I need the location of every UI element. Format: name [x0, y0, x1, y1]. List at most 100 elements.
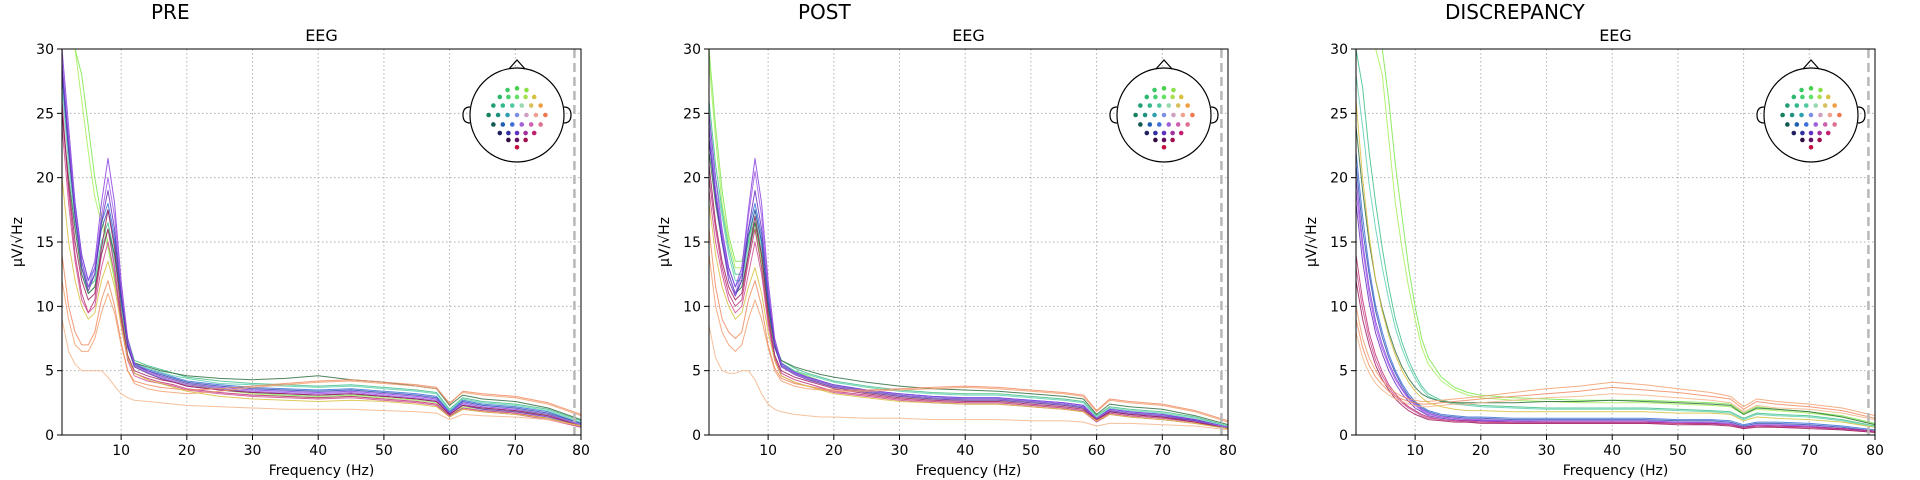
electrode-dot — [495, 112, 501, 118]
electrode-dot — [1808, 112, 1814, 118]
y-tick-label: 0 — [692, 428, 701, 444]
x-axis-label: Frequency (Hz) — [1563, 463, 1669, 479]
electrode-dot — [505, 87, 510, 93]
electrode-dot — [506, 137, 511, 143]
electrode-dot — [1147, 103, 1153, 108]
series-line-anterior-orange — [709, 325, 1228, 431]
electrode-dot — [1190, 112, 1195, 118]
y-tick-label: 25 — [36, 106, 54, 122]
head-right-ear-icon — [563, 106, 572, 124]
electrode-dot — [1780, 112, 1785, 118]
series-line-lateral-yellow — [62, 177, 581, 427]
x-tick-label: 40 — [1603, 443, 1621, 459]
electrode-dot — [1152, 112, 1157, 118]
electrode-dot — [1170, 130, 1175, 136]
sensor-head-map — [462, 59, 572, 163]
electrode-dot — [1808, 86, 1814, 91]
x-tick-label: 30 — [1538, 443, 1556, 459]
electrode-dot — [523, 137, 528, 143]
electrode-dot — [486, 112, 491, 118]
series-line-central-teal — [709, 100, 1228, 427]
electrode-dot — [528, 122, 534, 127]
series-line-temporal-magenta — [709, 190, 1228, 430]
series-line-anterior-orange — [1356, 331, 1875, 421]
x-tick-label: 70 — [506, 443, 524, 459]
series-line-anterior-orange — [62, 254, 581, 415]
electrode-dot — [1185, 122, 1190, 127]
x-tick-label: 60 — [1088, 443, 1106, 459]
series-line-temporal-magenta — [62, 113, 581, 427]
electrode-dot — [1803, 122, 1809, 127]
electrode-dot — [519, 103, 525, 108]
y-tick-label: 5 — [1339, 364, 1348, 380]
series-line-temporal-magenta — [709, 164, 1228, 430]
electrode-dot — [1837, 112, 1842, 118]
electrode-dot — [506, 130, 511, 136]
x-tick-label: 50 — [1022, 443, 1040, 459]
series-group — [62, 49, 581, 428]
y-axis-label: µV/√Hz — [1304, 217, 1320, 267]
series-line-anterior-orange — [1356, 306, 1875, 417]
electrode-dot — [1813, 122, 1819, 127]
electrode-dot — [524, 112, 529, 118]
electrode-dot — [538, 122, 543, 127]
electrode-dot — [538, 103, 543, 108]
electrode-dot — [1825, 130, 1831, 136]
series-line-anterior-orange — [1356, 319, 1875, 419]
series-line-anterior-orange — [62, 280, 581, 417]
electrode-dot — [1813, 103, 1819, 108]
y-tick-label: 10 — [1330, 299, 1348, 315]
head-nose-icon — [1801, 59, 1821, 71]
electrode-dot — [505, 112, 510, 118]
y-tick-label: 20 — [1330, 171, 1348, 187]
x-tick-label: 70 — [1800, 443, 1818, 459]
x-axis-label: Frequency (Hz) — [916, 463, 1022, 479]
series-group — [709, 49, 1228, 431]
electrode-dot — [1166, 122, 1172, 127]
electrode-dot — [1138, 103, 1143, 108]
electrode-dot — [1791, 130, 1797, 136]
series-line-parietal-blue — [1356, 151, 1875, 431]
series-line-temporal-magenta — [709, 177, 1228, 430]
y-tick-label: 10 — [683, 299, 701, 315]
electrode-dot — [497, 130, 503, 136]
series-line-occipital-purple — [1356, 177, 1875, 432]
electrode-dot — [1818, 112, 1823, 118]
electrode-dot — [514, 130, 520, 136]
electrode-dot — [531, 94, 537, 100]
electrode-dot — [528, 103, 534, 108]
series-group — [1356, 49, 1875, 433]
electrode-dot — [500, 103, 506, 108]
head-left-ear-icon — [1109, 106, 1118, 124]
x-tick-label: 50 — [375, 443, 393, 459]
head-left-ear-icon — [462, 106, 471, 124]
electrode-dot — [1144, 130, 1150, 136]
series-line-anterior-orange — [709, 229, 1228, 422]
electrode-dot — [491, 103, 496, 108]
x-tick-label: 10 — [112, 443, 130, 459]
electrode-dot — [1161, 112, 1167, 118]
electrode-dot — [514, 144, 520, 150]
electrode-dot — [1153, 137, 1158, 143]
y-tick-label: 20 — [36, 171, 54, 187]
series-line-lateral-yellow — [709, 203, 1228, 430]
panel-title-pre: PRE — [151, 0, 190, 24]
electrode-dot — [497, 94, 503, 100]
electrode-dot — [1794, 103, 1800, 108]
panel-title-post: POST — [798, 0, 851, 24]
x-tick-label: 30 — [244, 443, 262, 459]
y-tick-label: 30 — [36, 42, 54, 58]
series-line-central-teal — [1356, 74, 1875, 428]
series-line-occipital-purple — [1356, 190, 1875, 432]
series-line-frontal-green — [1356, 49, 1875, 424]
electrode-dot — [1161, 144, 1167, 150]
electrode-dot — [1170, 94, 1175, 100]
y-axis-label: µV/√Hz — [10, 217, 26, 267]
electrode-dot — [1153, 130, 1158, 136]
electrode-dot — [500, 122, 506, 127]
electrode-dot — [1794, 122, 1800, 127]
series-line-parietal-blue — [709, 126, 1228, 428]
series-line-lateral-yellow — [1356, 100, 1875, 428]
